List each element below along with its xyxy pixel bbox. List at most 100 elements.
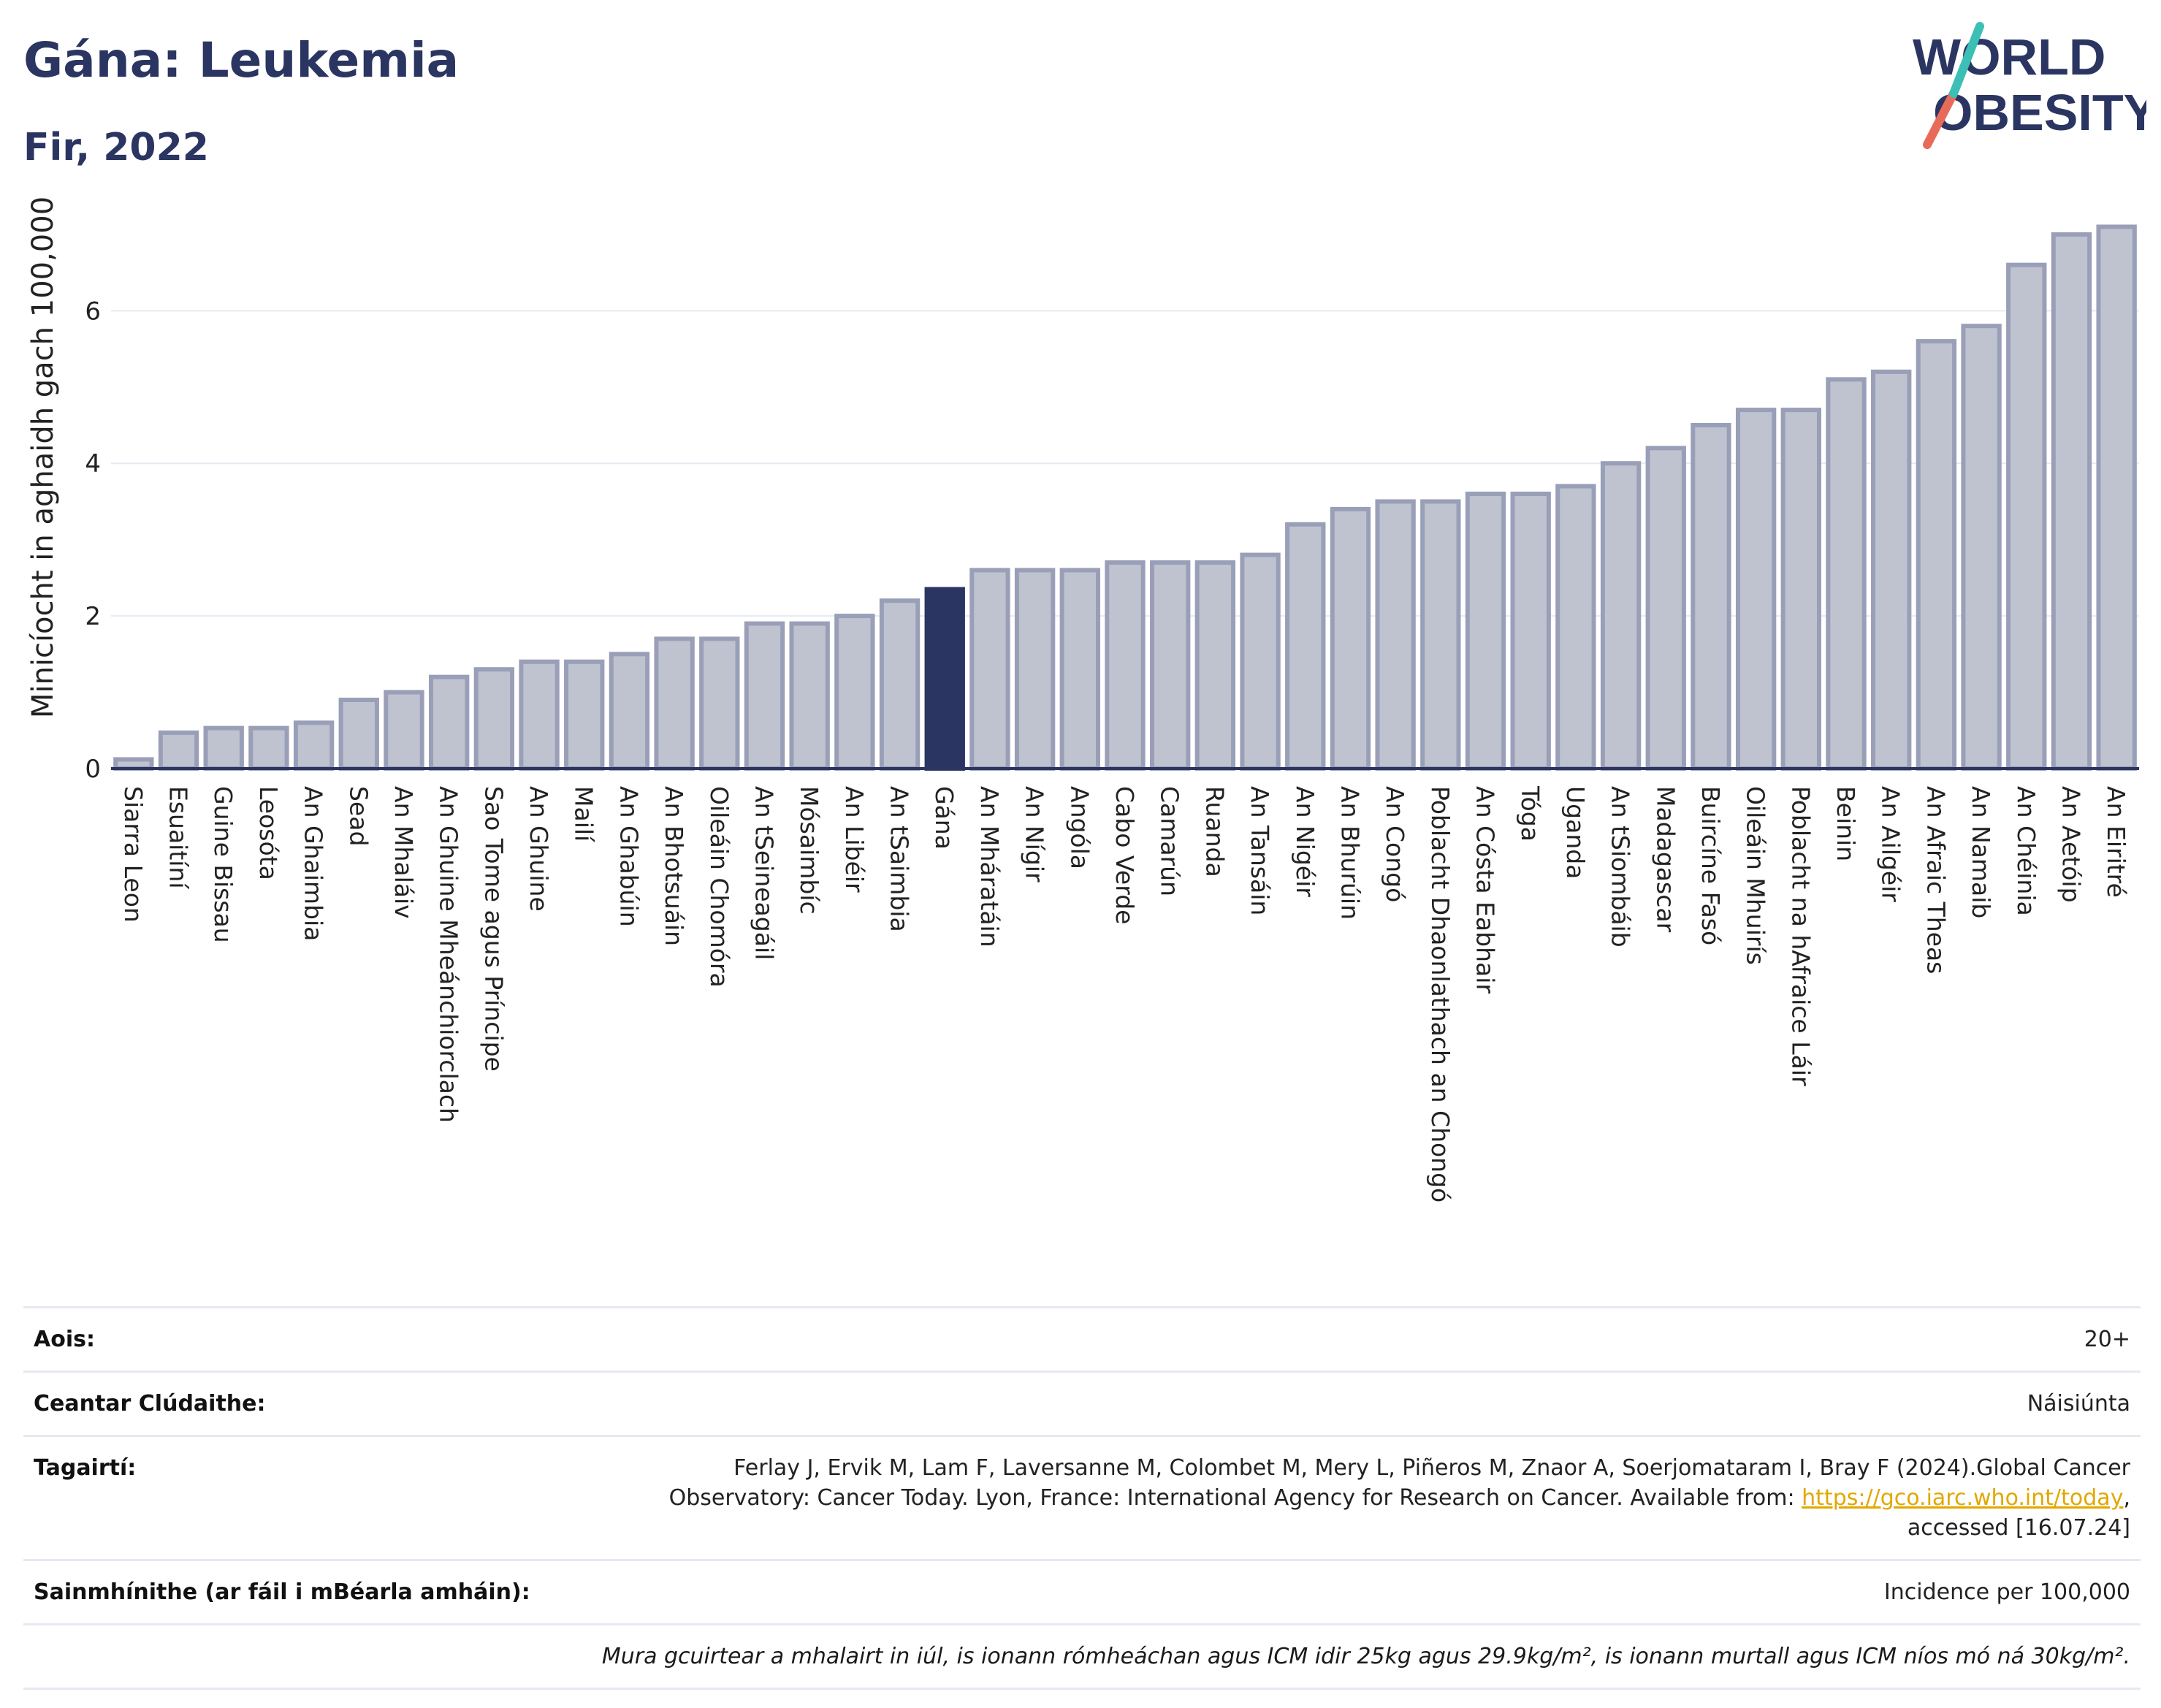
age-label: Aois:: [34, 1327, 95, 1352]
bar: [293, 720, 335, 771]
x-tick-label: An Ghabúin: [614, 786, 643, 927]
bar: [158, 730, 199, 771]
x-tick-label: An Bhurúin: [1335, 786, 1364, 920]
bar: [879, 598, 921, 771]
bar: [1375, 499, 1416, 771]
x-tick-label: Leosóta: [254, 786, 283, 880]
bar: [1240, 552, 1281, 771]
bar: [338, 698, 379, 771]
bar-chart: 0 2 4 6 Minicíocht in aghaidh gach 100,000 Si…: [26, 197, 2139, 1202]
bar: [1285, 522, 1326, 771]
y-tick-label: 2: [85, 602, 101, 631]
y-axis-title: Minicíocht in aghaidh gach 100,000: [26, 197, 60, 718]
info-row-area: Ceantar Clúdaithe: Náisiúnta: [23, 1370, 2141, 1435]
y-tick-label: 0: [85, 755, 101, 784]
bar: [1105, 560, 1146, 771]
bar: [834, 614, 875, 771]
bar: [1014, 568, 1056, 771]
references-tail: , accessed [16.07.24]: [1907, 1485, 2130, 1541]
bar: [2051, 232, 2092, 771]
bar: [473, 667, 515, 771]
bar: [2096, 224, 2137, 771]
x-tick-label: An Ghaimbia: [300, 786, 328, 941]
x-tick-label: An tSeineagáil: [750, 786, 778, 960]
x-tick-label: Madagascar: [1651, 786, 1680, 933]
bar: [924, 587, 965, 771]
x-tick-label: An Bhotsuáin: [660, 786, 688, 946]
bar: [1600, 461, 1642, 771]
definitions-value: Incidence per 100,000: [1883, 1579, 2130, 1605]
x-tick-label: Mailí: [570, 786, 598, 843]
x-tick-label: Beinin: [1832, 786, 1860, 861]
x-tick-label: An tSiombáib: [1607, 786, 1635, 948]
y-tick-label: 4: [85, 449, 101, 479]
info-table: Aois: 20+ Ceantar Clúdaithe: Náisiúnta T…: [23, 1306, 2141, 1690]
x-tick-label: Poblacht Dhaonlathach an Chongó: [1426, 786, 1455, 1202]
page-subtitle: Fir, 2022: [23, 126, 209, 169]
x-tick-label: Guine Bissau: [209, 786, 237, 943]
bar: [789, 621, 830, 771]
x-tick-label: An Congó: [1381, 786, 1409, 902]
world-obesity-logo: WORLD OBESITY: [1913, 22, 2146, 149]
page-title: Gána: Leukemia: [23, 32, 460, 88]
info-row-note: Mura gcuirtear a mhalairt in iúl, is ion…: [23, 1623, 2141, 1690]
bar: [744, 621, 785, 771]
bar: [654, 636, 695, 771]
x-tick-label: Oileáin Mhuirís: [1742, 786, 1770, 965]
x-tick-label: Cabo Verde: [1110, 786, 1139, 924]
bar: [1871, 369, 1912, 771]
area-label: Ceantar Clúdaithe:: [34, 1391, 266, 1417]
x-tick-label: Angóla: [1065, 786, 1094, 869]
bar: [564, 659, 605, 771]
bar: [1691, 423, 1731, 771]
x-tick-label: An Ghuine: [525, 786, 553, 912]
bar: [1330, 506, 1371, 771]
logo-slash-red: [1923, 89, 1958, 149]
bar: [1555, 484, 1596, 771]
bar: [1961, 324, 2002, 771]
x-tick-label: An Mhaláiv: [389, 786, 418, 919]
bar: [1194, 560, 1236, 771]
x-tick-label: An Ghuine Mheánchiorclach: [435, 786, 463, 1123]
x-tick-label: An Eiritré: [2102, 786, 2130, 898]
bar: [1735, 408, 1777, 771]
bar: [1645, 446, 1686, 771]
area-value: Náisiúnta: [2027, 1391, 2130, 1417]
x-tick-label: Mósaimbíc: [795, 786, 823, 915]
x-tick-label: Gána: [930, 786, 958, 850]
x-tick-label: An Libéir: [840, 786, 869, 893]
info-row-definitions: Sainmhínithe (ar fáil i mBéarla amháin):…: [23, 1559, 2141, 1623]
x-tick-label: Esuaitíní: [164, 786, 193, 890]
bar: [969, 568, 1010, 771]
x-tick-label: An Tansáin: [1246, 786, 1274, 915]
x-tick-label: An Ailgéir: [1877, 786, 1905, 902]
bar: [609, 652, 650, 771]
x-tick-label: An Mháratáin: [975, 786, 1004, 948]
definitions-label: Sainmhínithe (ar fáil i mBéarla amháin):: [34, 1579, 530, 1605]
x-tick-label: Buircíne Fasó: [1696, 786, 1725, 945]
bar: [384, 690, 424, 771]
bar: [699, 636, 740, 771]
x-tick-label: Siarra Leon: [119, 786, 148, 923]
bar: [2006, 262, 2047, 771]
x-tick-label: Ruanda: [1200, 786, 1229, 877]
x-tick-label: Oileáin Chomóra: [705, 786, 733, 988]
x-tick-label: Sead: [344, 786, 373, 846]
age-value: 20+: [2084, 1327, 2130, 1352]
x-tick-label: An Namaib: [1967, 786, 1995, 918]
logo-text-bottom: OBESITY: [1933, 84, 2146, 141]
x-tick-label: Camarún: [1156, 786, 1184, 896]
logo-text-top: WORLD: [1913, 28, 2105, 85]
bar: [1420, 499, 1461, 771]
x-tick-label: An Cósta Eabhair: [1471, 786, 1500, 994]
x-tick-label: Uganda: [1561, 786, 1590, 879]
bar: [1916, 339, 1957, 771]
bar: [1826, 377, 1867, 771]
references-label: Tagairtí:: [34, 1455, 137, 1481]
references-text: Ferlay J, Ervik M, Lam F, Laversanne M, …: [668, 1455, 2130, 1511]
bar: [248, 725, 289, 771]
x-tick-label: Tóga: [1516, 785, 1544, 842]
y-tick-label: 6: [85, 297, 101, 326]
bar: [428, 674, 470, 771]
references-link[interactable]: https://gco.iarc.who.int/today: [1802, 1485, 2124, 1511]
